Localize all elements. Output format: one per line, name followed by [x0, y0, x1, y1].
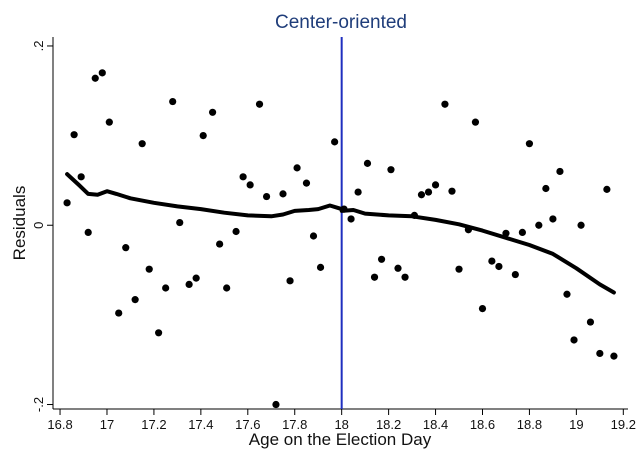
scatter-point: [502, 229, 510, 237]
x-tick-label: 17: [100, 417, 114, 432]
scatter-point: [448, 187, 456, 195]
scatter-point: [577, 221, 585, 229]
scatter-point: [286, 277, 294, 285]
x-tick-label: 19.2: [611, 417, 636, 432]
scatter-point: [272, 400, 280, 409]
scatter-point: [232, 227, 240, 236]
x-tick-label: 17.4: [188, 417, 213, 432]
scatter-point: [309, 232, 318, 240]
plot-frame: [52, 37, 628, 410]
scatter-point: [176, 218, 184, 227]
scatter-point: [377, 255, 386, 263]
scatter-point: [145, 265, 153, 273]
scatter-point: [424, 188, 433, 196]
smooth-line-right: [339, 208, 616, 295]
scatter-point: [596, 349, 604, 358]
scatter-point: [122, 244, 130, 252]
scatter-point: [199, 132, 207, 140]
scatter-point: [478, 305, 487, 313]
scatter-point: [363, 159, 372, 167]
scatter-point: [570, 336, 578, 344]
scatter-point: [603, 185, 611, 193]
scatter-point: [518, 228, 526, 237]
scatter-point: [354, 188, 362, 196]
scatter-point: [155, 329, 163, 337]
scatter-point: [162, 284, 170, 292]
x-tick-label: 18.6: [470, 417, 495, 432]
scatter-point: [239, 173, 247, 181]
scatter-point: [417, 191, 426, 199]
scatter-point: [441, 100, 449, 108]
scatter-point: [293, 164, 301, 172]
scatter-point: [549, 215, 557, 223]
x-tick-label: 17.8: [282, 417, 307, 432]
scatter-point: [91, 74, 99, 82]
scatter-point: [610, 352, 618, 360]
y-axis-ticks: -.2 0 .2: [31, 41, 53, 412]
scatter-point: [208, 108, 217, 116]
x-tick-label: 19: [569, 417, 583, 432]
smooth-line-left: [65, 172, 344, 219]
scatter-point: [586, 318, 595, 326]
scatter-point: [455, 265, 463, 273]
scatter-point: [495, 262, 503, 271]
scatter-point: [488, 257, 496, 265]
scatter-point: [138, 140, 146, 148]
x-tick-label: 17.2: [141, 417, 166, 432]
scatter-point: [77, 173, 85, 181]
scatter-point: [394, 264, 402, 272]
x-tick-label: 18.8: [517, 417, 542, 432]
y-tick-label: -.2: [31, 397, 46, 412]
scatter-point: [185, 280, 193, 289]
scatter-point: [223, 284, 231, 292]
scatter-point: [70, 131, 78, 139]
scatter-point: [192, 274, 200, 282]
scatter-point: [169, 97, 177, 106]
scatter-point: [262, 192, 271, 201]
scatter-point: [535, 221, 543, 229]
scatter-point: [387, 166, 395, 174]
scatter-point: [471, 118, 480, 126]
scatter-point: [431, 181, 440, 189]
x-tick-label: 18: [334, 417, 348, 432]
scatter-point: [279, 190, 287, 198]
scatter-point: [115, 309, 123, 317]
scatter-point: [563, 290, 571, 298]
scatter-point: [131, 296, 139, 304]
scatter-point: [302, 179, 311, 187]
scatter-point: [105, 118, 113, 126]
scatter-point: [246, 181, 254, 189]
scatter-point: [525, 140, 534, 148]
x-tick-label: 18.4: [423, 417, 448, 432]
scatter-points: [63, 69, 618, 409]
scatter-point: [255, 100, 264, 108]
scatter-point: [511, 270, 519, 279]
scatter-point: [98, 69, 106, 77]
y-axis-title: Residuals: [10, 186, 29, 261]
y-tick-label: 0: [31, 222, 46, 229]
x-tick-label: 18.2: [376, 417, 401, 432]
scatter-point: [401, 273, 409, 281]
scatter-point: [63, 199, 71, 207]
x-axis-ticks: 16.8 17 17.2 17.4 17.6 17.8 18 18.2 18.4 18.6 18.8…: [47, 409, 636, 432]
scatter-point: [316, 263, 325, 271]
x-tick-label: 17.6: [235, 417, 260, 432]
scatter-point: [370, 273, 379, 281]
scatter-point: [216, 240, 224, 248]
y-tick-label: .2: [31, 41, 46, 52]
x-axis-title: Age on the Election Day: [249, 430, 432, 449]
scatter-point: [556, 167, 564, 176]
scatter-point: [331, 138, 339, 146]
x-tick-label: 16.8: [47, 417, 72, 432]
scatter-point: [347, 215, 355, 223]
scatter-point: [542, 184, 550, 193]
scatter-point: [84, 228, 92, 237]
chart-title: Center-oriented: [275, 12, 407, 33]
